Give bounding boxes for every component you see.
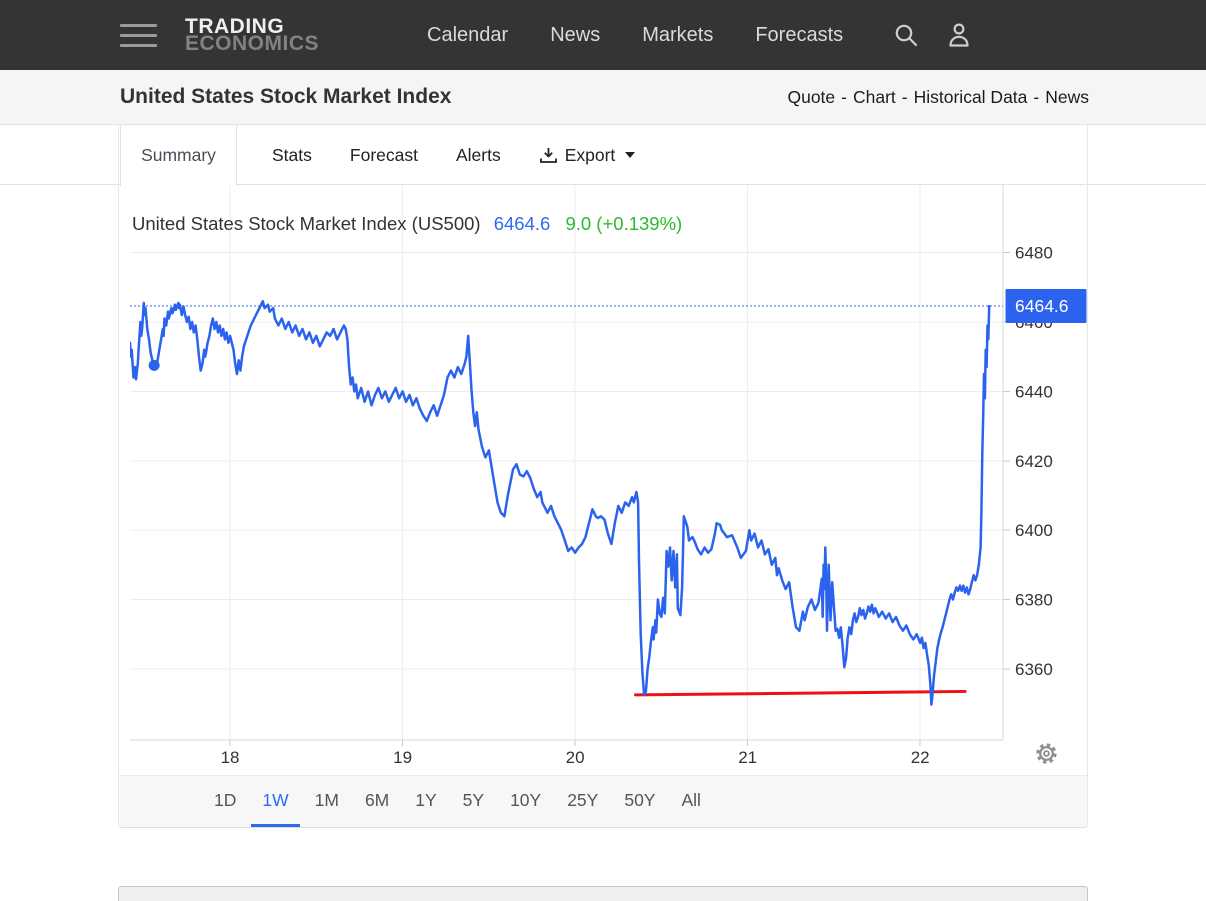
next-section-card-top <box>118 886 1088 901</box>
search-icon[interactable] <box>893 22 919 48</box>
logo-line1: TRADING <box>185 15 285 38</box>
top-navbar: TRADING ECONOMICS Calendar News Markets … <box>0 0 1206 70</box>
link-quote[interactable]: Quote <box>787 86 836 107</box>
tab-stats[interactable]: Stats <box>272 144 312 165</box>
x-axis-label: 22 <box>911 748 930 767</box>
range-25y[interactable]: 25Y <box>567 789 599 810</box>
y-axis-label: 6360 <box>1015 660 1053 679</box>
nav-item-news[interactable]: News <box>550 23 601 46</box>
export-button[interactable]: Export <box>520 125 655 185</box>
nav-links: Calendar News Markets Forecasts <box>427 24 843 47</box>
y-axis-label: 6420 <box>1015 452 1053 471</box>
price-dot-marker <box>148 359 160 371</box>
breadcrumb-links: Quote - Chart - Historical Data - News <box>787 87 1089 108</box>
user-account-icon[interactable] <box>947 22 971 48</box>
nav-item-forecasts[interactable]: Forecasts <box>755 23 844 46</box>
link-news[interactable]: News <box>1045 86 1089 107</box>
chart-change-value: 9.0 (+0.139%) <box>565 213 683 234</box>
tab-summary[interactable]: Summary <box>120 125 237 186</box>
x-axis-label: 20 <box>566 748 585 767</box>
range-10y[interactable]: 10Y <box>510 789 542 810</box>
range-1y[interactable]: 1Y <box>415 789 437 810</box>
logo-line2: ECONOMICS <box>185 32 320 55</box>
range-all[interactable]: All <box>681 789 701 810</box>
current-price-badge-text: 6464.6 <box>1015 296 1069 316</box>
y-axis-label: 6380 <box>1015 591 1053 610</box>
x-axis-label: 19 <box>393 748 412 767</box>
y-axis-label: 6440 <box>1015 382 1053 401</box>
tab-forecast[interactable]: Forecast <box>349 144 418 165</box>
link-historical-data[interactable]: Historical Data <box>913 86 1028 107</box>
page-title: United States Stock Market Index <box>120 85 452 108</box>
tab-alerts[interactable]: Alerts <box>455 144 501 165</box>
time-range-selector: 1D 1W 1M 6M 1Y 5Y 10Y 25Y 50Y All <box>119 775 1087 827</box>
support-trendline <box>634 689 967 697</box>
range-6m[interactable]: 6M <box>364 789 390 810</box>
range-1w[interactable]: 1W <box>251 776 300 827</box>
chart-svg: 6360638064006420644064606480181920212264… <box>130 185 1087 767</box>
site-logo[interactable]: TRADING ECONOMICS <box>185 15 320 55</box>
hamburger-menu-icon[interactable] <box>120 23 157 47</box>
range-50y[interactable]: 50Y <box>624 789 656 810</box>
chart-settings-gear-icon[interactable] <box>1034 741 1059 771</box>
range-5y[interactable]: 5Y <box>462 789 485 810</box>
y-axis-label: 6400 <box>1015 521 1053 540</box>
nav-item-markets[interactable]: Markets <box>642 23 714 46</box>
export-label: Export <box>564 144 616 165</box>
range-1m[interactable]: 1M <box>314 789 339 810</box>
link-separator: - <box>841 86 847 107</box>
link-separator: - <box>901 86 908 107</box>
x-axis-label: 18 <box>221 748 240 767</box>
link-separator: - <box>1033 86 1040 107</box>
nav-icons <box>893 22 971 48</box>
chart-last-value: 6464.6 <box>493 213 551 234</box>
download-icon <box>539 147 557 163</box>
range-1d[interactable]: 1D <box>214 789 237 810</box>
y-axis-label: 6480 <box>1015 244 1053 263</box>
chart-card: United States Stock Market Index (US500)… <box>118 185 1088 828</box>
price-line-series <box>130 299 991 706</box>
link-chart[interactable]: Chart <box>852 86 896 107</box>
x-axis-label: 21 <box>738 748 757 767</box>
current-price-badge <box>1005 289 1087 324</box>
page-header: United States Stock Market Index Quote - C… <box>0 70 1206 125</box>
tabs-bar: Summary Stats Forecast Alerts Export <box>0 125 1206 186</box>
chart-area: United States Stock Market Index (US500)… <box>119 185 1087 775</box>
nav-item-calendar[interactable]: Calendar <box>427 23 509 46</box>
chart-title-row: United States Stock Market Index (US500)… <box>132 213 682 235</box>
chart-title: United States Stock Market Index (US500) <box>132 213 481 234</box>
chevron-down-icon <box>625 152 636 158</box>
